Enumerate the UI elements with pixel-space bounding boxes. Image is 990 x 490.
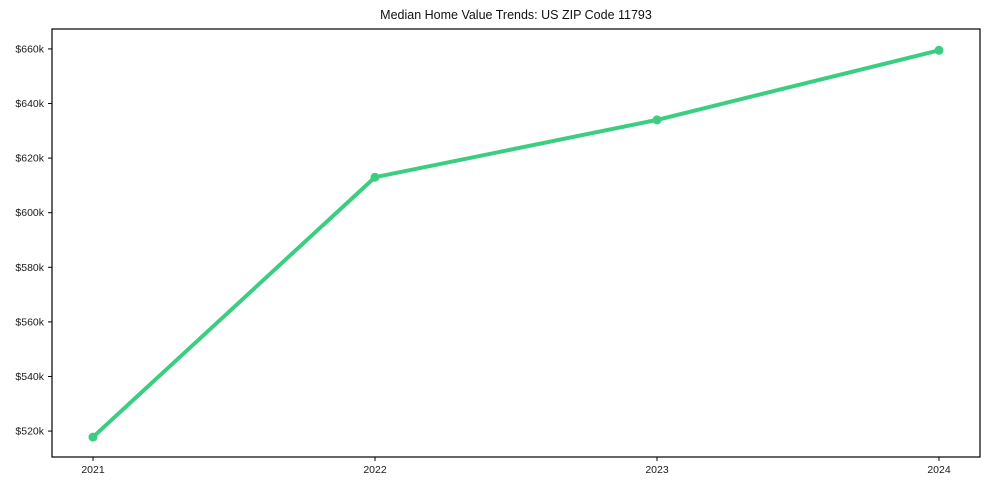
data-point-marker — [370, 172, 380, 182]
x-tick-label: 2021 — [81, 464, 105, 476]
y-tick-label: $640k — [15, 98, 44, 110]
x-tick-label: 2022 — [363, 464, 387, 476]
y-tick-label: $580k — [15, 262, 44, 274]
data-point-marker — [88, 432, 98, 442]
data-point-marker — [652, 115, 662, 125]
y-tick-label: $620k — [15, 153, 44, 165]
y-tick-label: $600k — [15, 207, 44, 219]
y-tick-label: $520k — [15, 426, 44, 438]
y-tick-label: $560k — [15, 316, 44, 328]
chart-title: Median Home Value Trends: US ZIP Code 11… — [380, 8, 652, 22]
x-tick-label: 2023 — [645, 464, 669, 476]
plot-frame — [51, 28, 981, 458]
y-tick-label: $540k — [15, 371, 44, 383]
data-point-marker — [934, 45, 944, 55]
y-tick-label: $660k — [15, 43, 44, 55]
x-tick-label: 2024 — [927, 464, 951, 476]
trend-line — [91, 48, 941, 440]
